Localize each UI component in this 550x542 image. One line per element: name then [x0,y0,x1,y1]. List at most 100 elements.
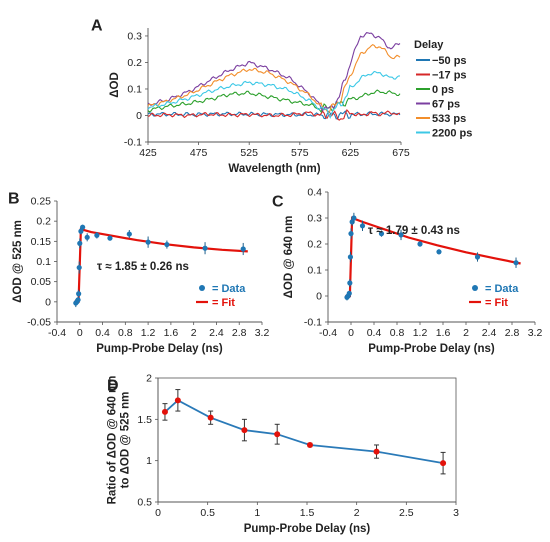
panel-label: C [272,193,284,210]
legend-marker-data [199,285,205,291]
x-tick-label: 2.8 [505,327,520,339]
spectrum-line [147,70,401,119]
x-tick-label: 0 [348,327,354,339]
y-tick-label: 0.05 [31,276,52,288]
x-axis-label: Pump-Probe Delay (ns) [96,343,223,355]
x-tick-label: 1 [254,507,260,519]
y-tick-label: 0.2 [36,216,51,228]
data-point [207,414,214,421]
data-point [202,245,208,251]
data-point [436,249,442,255]
data-point [347,254,354,260]
x-tick-label: 1.2 [141,327,156,339]
y-tick-label: -0.05 [27,317,51,329]
y-tick-label: 0.2 [127,57,142,69]
x-tick-label: 2.5 [399,507,414,519]
tau-annotation: τ ≈ 1.85 ± 0.26 ns [97,261,189,273]
y-axis-label: ΔOD [109,72,121,98]
panel-A: A 425 475 525 575 625 675 -0.1 0 0.1 0.2 0.3 Wavelen… [91,17,472,175]
data-point [398,232,404,238]
data-point [145,239,151,245]
y-tick-label: 0.3 [307,213,322,225]
x-tick-label: 2.4 [209,327,224,339]
data-point [440,460,447,467]
y-tick-label: 1.5 [137,414,152,426]
spectrum-line [147,89,401,114]
y-axis-label: ΔOD @ 640 nm [283,216,295,299]
y-tick-label: 0.25 [31,196,52,208]
y-tick-label: 1 [146,455,152,467]
data-point [75,297,81,303]
data-point [359,223,366,229]
y-tick-label: 0 [136,110,142,122]
x-tick-label: 2 [463,327,469,339]
data-point [84,234,90,240]
data-point [351,215,357,221]
x-tick-label: 1.6 [164,327,179,339]
x-axis-label: Wavelength (nm) [228,163,320,175]
y-axis-label: Ratio of ΔOD @ 640 nm [107,376,119,505]
data-point [80,224,86,230]
data-point [78,228,84,234]
x-tick-label: 3.2 [255,327,270,339]
y-tick-label: 0.4 [307,187,322,199]
y-tick-label: -0.1 [304,317,322,329]
data-point [241,427,248,434]
legend-label: −50 ps [432,55,467,67]
x-tick-label: 0.4 [95,327,110,339]
y-tick-label: 0.1 [36,256,51,268]
legend-label-data: = Data [485,283,519,295]
data-point [513,260,519,266]
data-point [174,397,181,404]
y-tick-label: 0.2 [307,239,322,251]
y-tick-label: 0.15 [31,236,52,248]
x-tick-label: 0.8 [118,327,133,339]
panel-B: B -0.4 0 0.4 0.8 1.2 1.6 2 2.4 2.8 3.2 -0.05 0 0.05 0.… [8,190,269,355]
ratio-line [164,399,444,464]
data-point [240,246,246,252]
data-point [77,240,83,246]
spectrum-line [147,31,401,112]
y-tick-label: 0.3 [127,30,142,42]
legend-label: 2200 ps [432,128,472,140]
x-tick-label: 0 [77,327,83,339]
x-axis-label: Pump-Probe Delay (ns) [244,523,371,535]
legend-label-fit: = Fit [212,297,235,309]
spectrum-line [147,43,401,114]
legend-label: 533 ps [432,113,466,125]
data-point [347,280,353,286]
x-tick-label: 1.2 [413,327,428,339]
x-tick-label: 2 [354,507,360,519]
x-tick-label: 2 [191,327,197,339]
data-point [378,231,385,237]
x-tick-label: -0.4 [319,327,337,339]
x-tick-label: 0.5 [200,507,215,519]
data-point [373,448,380,455]
data-point [76,264,82,271]
y-tick-label: 0 [45,296,51,308]
data-point [107,235,113,241]
x-tick-label: 575 [291,147,309,159]
data-point [348,231,354,237]
data-point [76,291,82,297]
x-tick-label: 0 [155,507,161,519]
legend-label: −17 ps [432,70,467,82]
x-tick-label: 425 [139,147,157,159]
y-tick-label: 0.1 [307,265,322,277]
panel-label: B [8,190,20,207]
data-point [161,408,168,415]
spectrum-line [147,109,401,121]
legend-label-data: = Data [212,283,246,295]
y-axis-label: ΔOD @ 525 nm [12,220,24,303]
panel-label: A [91,17,103,34]
legend-marker-data [472,285,478,291]
x-axis-label: Pump-Probe Delay (ns) [368,343,495,355]
data-point [417,241,423,247]
x-tick-label: 0.8 [390,327,405,339]
legend-label: 0 ps [432,84,454,96]
x-tick-label: 2.4 [482,327,497,339]
x-tick-label: 675 [392,147,410,159]
y-tick-label: 0 [316,291,322,303]
